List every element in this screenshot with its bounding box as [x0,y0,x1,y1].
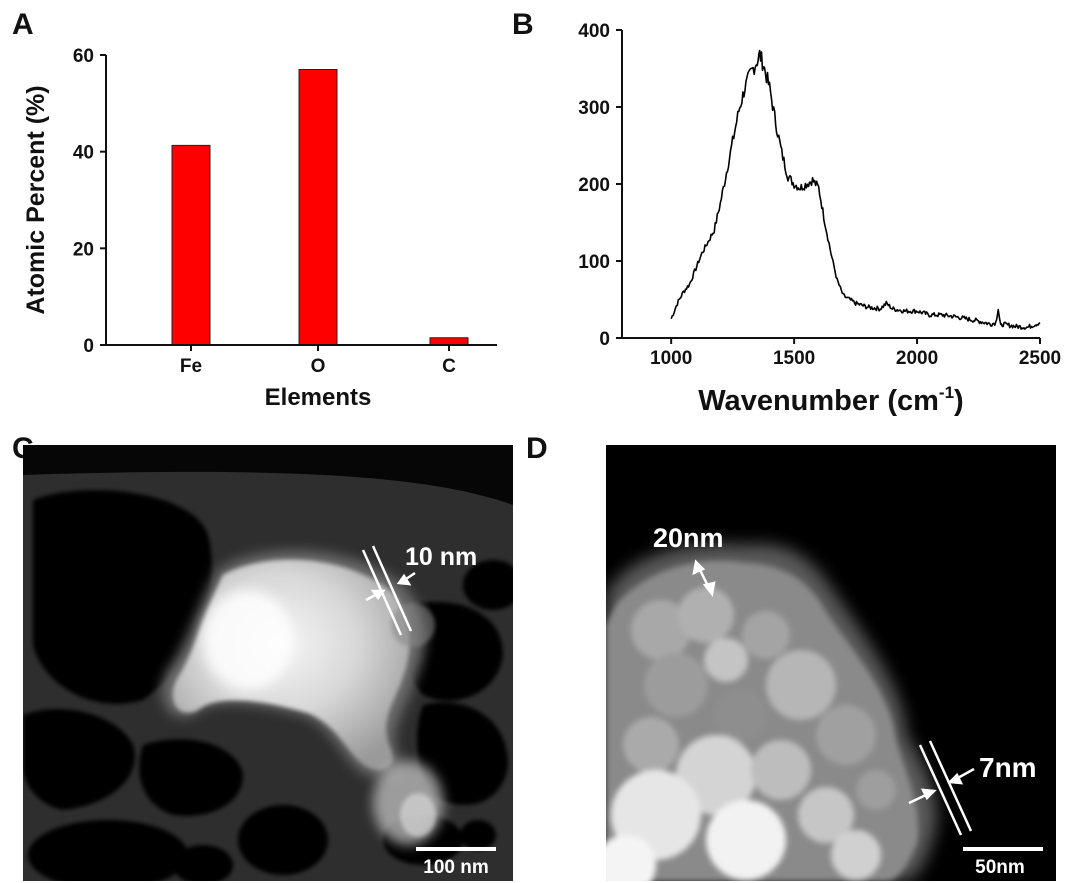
bar-fe [171,144,211,346]
y-tick-label: 400 [578,21,610,42]
thickness-marker-line [928,740,973,832]
y-axis-label: Atomic Percent (%) [22,85,50,314]
y-tick-label: 100 [578,252,610,273]
tem-micrograph-d: 20nm 7nm 50nm [606,445,1056,881]
y-tick-label: 200 [578,175,610,196]
x-tick-label: O [311,356,326,377]
y-tick-label: 60 [73,46,94,67]
bar-o [298,69,338,346]
scale-bar-label: 50nm [975,857,1025,878]
panel-letter-b: B [512,8,534,41]
x-tick-label: 1500 [773,348,815,369]
arrow-icon [365,571,416,602]
tem-micrograph-c: 10 nm 100 nm [23,445,513,881]
thickness-marker-line [918,744,963,836]
y-tick-label: 40 [73,143,94,164]
atomic-percent-bar-chart: 0 20 40 60 Fe O C Elements Atomic Percent (%) [22,46,497,411]
thickness-label: 7nm [979,752,1037,783]
arrow-icon [692,559,716,597]
y-tick-label: 0 [83,336,94,357]
thickness-label: 10 nm [405,543,477,571]
x-tick-label: 1000 [650,348,692,369]
y-tick-label: 0 [599,329,610,350]
thickness-marker-line [371,545,413,632]
panel-letter-a: A [12,8,34,41]
panel-letter-d: D [526,432,548,465]
x-axis-label: Elements [265,384,372,411]
x-tick-label: 2000 [896,348,938,369]
particle-size-label: 20nm [653,523,724,553]
spectrum-line [670,49,1041,330]
y-tick-label: 20 [73,239,94,260]
x-axis-label: Wavenumber (cm-1) [698,383,963,417]
x-tick-label: 2500 [1019,348,1061,369]
x-tick-label: C [442,356,456,377]
x-tick-label: Fe [180,356,202,377]
scale-bar-label: 100 nm [423,857,488,878]
bar-c [429,337,469,346]
arrow-icon [908,767,975,805]
y-tick-label: 300 [578,98,610,119]
